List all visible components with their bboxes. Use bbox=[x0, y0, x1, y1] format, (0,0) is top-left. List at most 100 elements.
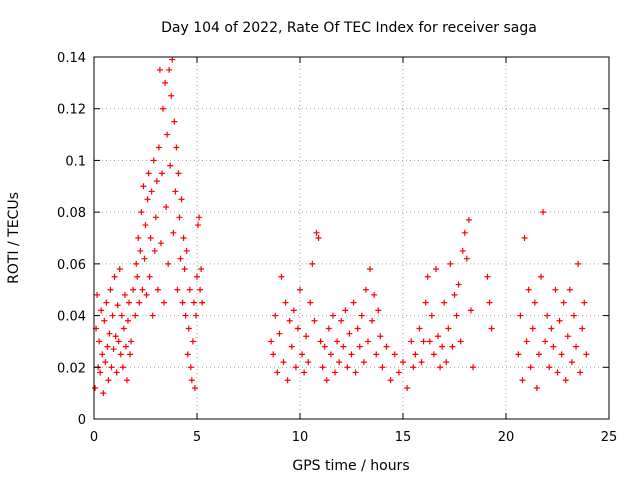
data-point bbox=[146, 273, 153, 280]
data-point bbox=[132, 312, 139, 319]
data-point bbox=[457, 338, 464, 345]
data-point bbox=[410, 364, 417, 371]
data-point bbox=[158, 170, 165, 177]
data-point bbox=[141, 255, 148, 262]
data-point bbox=[459, 247, 466, 254]
data-point bbox=[546, 364, 553, 371]
x-axis-label: GPS time / hours bbox=[292, 458, 409, 474]
data-point bbox=[424, 273, 431, 280]
data-point bbox=[268, 338, 275, 345]
data-point bbox=[364, 338, 371, 345]
data-point bbox=[94, 291, 101, 298]
data-point bbox=[418, 359, 425, 366]
data-point bbox=[441, 299, 448, 306]
data-point bbox=[443, 359, 450, 366]
data-point bbox=[156, 66, 163, 73]
data-point bbox=[102, 359, 109, 366]
data-point bbox=[163, 203, 170, 210]
data-point bbox=[307, 299, 314, 306]
data-point bbox=[180, 235, 187, 241]
data-point bbox=[104, 343, 111, 350]
data-point bbox=[290, 307, 297, 314]
data-point bbox=[128, 338, 135, 345]
data-point bbox=[153, 178, 160, 185]
data-point bbox=[176, 214, 183, 221]
x-tick-label: 10 bbox=[292, 430, 309, 445]
data-point bbox=[577, 369, 584, 376]
data-point bbox=[313, 229, 320, 236]
data-point bbox=[154, 286, 161, 293]
data-point bbox=[412, 351, 419, 358]
data-point bbox=[453, 312, 460, 319]
data-point bbox=[562, 377, 569, 384]
data-point bbox=[173, 144, 180, 151]
data-point bbox=[432, 266, 439, 273]
data-point bbox=[329, 312, 336, 319]
data-point bbox=[108, 364, 115, 371]
data-point bbox=[422, 299, 429, 306]
data-point bbox=[338, 317, 345, 324]
data-point bbox=[488, 325, 495, 332]
data-point bbox=[161, 299, 168, 306]
data-point bbox=[282, 299, 289, 306]
data-point bbox=[190, 299, 197, 306]
data-point bbox=[169, 56, 176, 63]
data-point bbox=[134, 273, 141, 280]
data-point bbox=[187, 364, 194, 371]
data-point bbox=[531, 299, 538, 306]
data-point bbox=[550, 343, 557, 350]
data-point bbox=[317, 338, 324, 345]
data-point bbox=[319, 364, 326, 371]
data-point bbox=[535, 351, 542, 358]
data-point bbox=[377, 333, 384, 340]
data-point bbox=[470, 364, 477, 371]
data-point bbox=[103, 299, 110, 306]
data-point bbox=[566, 286, 573, 293]
data-point bbox=[184, 351, 191, 358]
data-point bbox=[147, 235, 154, 241]
data-point bbox=[379, 364, 386, 371]
data-point bbox=[352, 369, 359, 376]
data-point bbox=[400, 359, 406, 366]
data-point bbox=[447, 260, 454, 267]
x-tick-label: 20 bbox=[498, 430, 515, 445]
y-tick-label: 0.14 bbox=[57, 51, 86, 66]
data-point bbox=[430, 351, 437, 358]
data-point bbox=[515, 351, 522, 358]
data-point bbox=[517, 312, 524, 319]
data-point bbox=[122, 343, 129, 350]
data-point bbox=[301, 369, 308, 376]
data-point bbox=[191, 384, 198, 391]
data-point bbox=[138, 209, 145, 216]
data-point bbox=[126, 299, 133, 306]
data-point bbox=[437, 364, 444, 371]
data-point bbox=[325, 325, 332, 332]
data-point bbox=[98, 307, 105, 314]
data-point bbox=[451, 291, 458, 298]
data-point bbox=[486, 299, 493, 306]
chart-title: Day 104 of 2022, Rate Of TEC Index for r… bbox=[161, 20, 537, 36]
data-point bbox=[575, 260, 582, 267]
data-point bbox=[288, 343, 295, 350]
data-point bbox=[280, 359, 287, 366]
data-point bbox=[558, 351, 565, 358]
data-point bbox=[179, 299, 186, 306]
x-tick-label: 5 bbox=[193, 430, 201, 445]
data-point bbox=[560, 299, 567, 306]
data-point bbox=[270, 351, 277, 358]
data-point bbox=[116, 266, 123, 273]
data-point bbox=[484, 273, 491, 280]
data-point bbox=[118, 312, 125, 319]
data-point bbox=[121, 291, 128, 298]
data-point bbox=[336, 359, 343, 366]
data-point bbox=[148, 188, 155, 195]
data-point bbox=[311, 317, 318, 324]
data-point bbox=[96, 338, 103, 345]
data-point bbox=[568, 359, 575, 366]
data-point bbox=[395, 369, 402, 376]
data-point bbox=[185, 325, 192, 332]
data-point bbox=[149, 312, 156, 319]
data-point bbox=[323, 377, 330, 384]
data-point bbox=[465, 216, 472, 223]
